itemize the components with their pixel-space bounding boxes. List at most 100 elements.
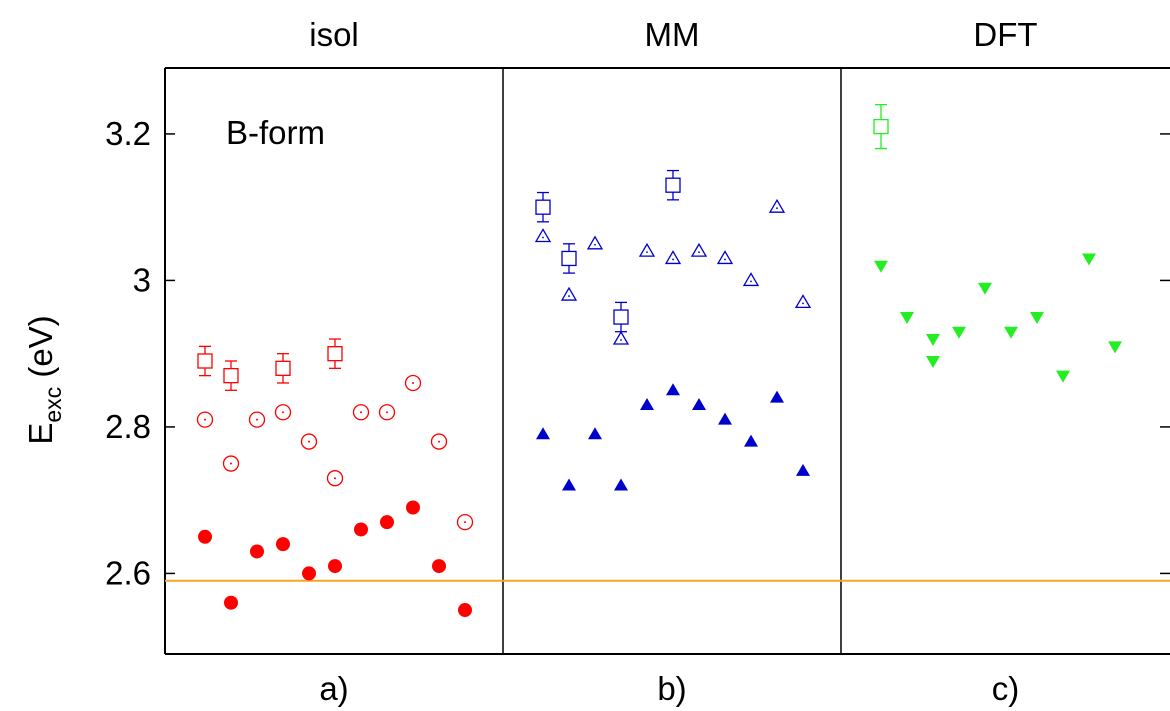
filled-down-triangle-marker	[926, 334, 940, 347]
filled-circle-marker	[224, 595, 238, 610]
open-circle-marker	[274, 404, 292, 421]
triangle-center-dot	[542, 236, 544, 239]
chart-labels: B-form Eexc (eV) isol a) MM b) DFT c)	[22, 16, 1038, 707]
open-circle-marker	[248, 411, 266, 428]
panel-title: DFT	[973, 16, 1037, 53]
y-tick-label: 2.6	[105, 554, 151, 591]
circle-center-dot	[230, 462, 232, 465]
triangle-center-dot	[724, 258, 726, 261]
filled-triangle-marker	[562, 478, 576, 491]
y-tick-label: 2.8	[105, 408, 151, 445]
filled-triangle-marker	[796, 463, 810, 476]
circle-center-dot	[308, 440, 310, 443]
y-axis-label-sub: exc	[40, 387, 66, 423]
triangle-center-dot	[568, 295, 570, 297]
panel-label: b)	[657, 670, 686, 707]
filled-circle-marker	[198, 529, 212, 544]
y-axis-ticks: 2.6 2.8 3 3.2	[105, 115, 1170, 591]
open-circle-marker	[222, 455, 240, 472]
y-axis-label-main: E	[22, 423, 59, 445]
square-marker	[535, 199, 551, 215]
filled-down-triangle-marker	[1004, 326, 1018, 339]
filled-triangle-marker	[744, 434, 758, 447]
circle-center-dot	[438, 440, 440, 443]
panel-title: isol	[309, 16, 359, 53]
triangle-center-dot	[594, 243, 596, 246]
open-triangle-marker	[612, 330, 630, 345]
filled-triangle-marker	[640, 397, 654, 410]
y-axis-label: Eexc (eV)	[22, 315, 66, 444]
open-triangle-marker	[638, 242, 656, 257]
filled-triangle-marker	[718, 412, 732, 425]
panel-title: MM	[645, 16, 700, 53]
circle-center-dot	[334, 477, 336, 480]
filled-down-triangle-marker	[1030, 312, 1044, 325]
panel-label: a)	[319, 670, 348, 707]
filled-circle-marker	[354, 522, 368, 537]
filled-down-triangle-marker	[874, 260, 888, 273]
circle-center-dot	[360, 411, 362, 414]
y-axis-label-unit: (eV)	[22, 315, 59, 387]
filled-down-triangle-marker	[926, 356, 940, 368]
circle-center-dot	[412, 381, 414, 384]
plot-frame	[164, 67, 1170, 655]
open-circle-marker	[456, 514, 474, 531]
square-marker	[665, 177, 681, 193]
square-marker	[613, 309, 629, 325]
open-triangle-marker	[560, 286, 578, 301]
open-circle-marker	[326, 470, 344, 487]
panel-label: c)	[992, 670, 1020, 707]
open-triangle-marker	[664, 250, 682, 265]
triangle-center-dot	[776, 207, 778, 210]
circle-center-dot	[204, 418, 206, 421]
filled-circle-marker	[380, 515, 394, 530]
data-marks	[196, 103, 1122, 618]
filled-circle-marker	[458, 603, 472, 618]
filled-down-triangle-marker	[1108, 341, 1122, 354]
filled-triangle-marker	[536, 427, 550, 440]
annotation-b-form: B-form	[226, 114, 325, 151]
open-circle-marker	[196, 411, 214, 428]
triangle-center-dot	[750, 280, 752, 283]
filled-triangle-marker	[770, 390, 784, 403]
square-marker	[197, 353, 213, 369]
triangle-center-dot	[646, 251, 648, 254]
circle-center-dot	[464, 521, 466, 524]
open-circle-marker	[300, 433, 318, 450]
triangle-center-dot	[620, 339, 622, 341]
square-marker	[223, 367, 239, 384]
open-circle-marker	[352, 404, 370, 421]
triangle-center-dot	[698, 251, 700, 254]
filled-circle-marker	[250, 544, 264, 559]
filled-down-triangle-marker	[900, 312, 914, 325]
open-circle-marker	[378, 404, 396, 421]
open-triangle-marker	[768, 198, 786, 213]
filled-down-triangle-marker	[978, 282, 992, 295]
filled-triangle-marker	[666, 383, 680, 396]
circle-center-dot	[256, 418, 258, 421]
filled-circle-marker	[432, 559, 446, 574]
square-marker	[327, 346, 343, 362]
open-circle-marker	[404, 374, 422, 392]
filled-circle-marker	[302, 566, 316, 581]
filled-triangle-marker	[588, 427, 602, 440]
square-marker	[561, 250, 577, 267]
open-circle-marker	[430, 433, 448, 450]
filled-down-triangle-marker	[1082, 253, 1096, 266]
circle-center-dot	[386, 411, 388, 414]
square-marker	[275, 360, 291, 376]
filled-down-triangle-marker	[1056, 370, 1070, 383]
filled-circle-marker	[328, 559, 342, 574]
triangle-center-dot	[802, 302, 804, 305]
filled-circle-marker	[406, 500, 420, 515]
triangle-center-dot	[672, 258, 674, 261]
open-triangle-marker	[586, 235, 604, 250]
y-tick-label: 3	[133, 261, 151, 298]
filled-circle-marker	[276, 537, 290, 552]
filled-down-triangle-marker	[952, 326, 966, 339]
open-triangle-marker	[716, 250, 734, 265]
open-triangle-marker	[794, 294, 812, 309]
circle-center-dot	[282, 411, 284, 414]
open-triangle-marker	[534, 228, 552, 243]
